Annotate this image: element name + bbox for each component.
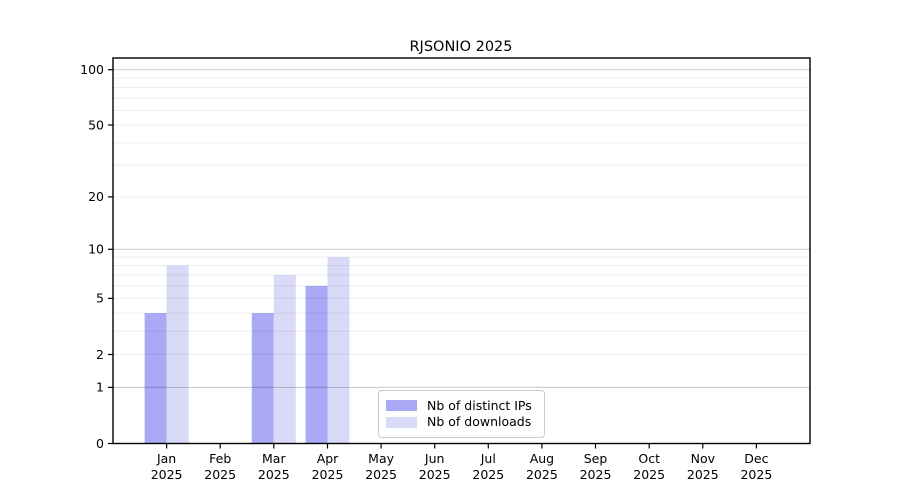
y-tick-label: 100 xyxy=(80,62,104,77)
y-tick-label: 5 xyxy=(96,291,104,306)
legend-label-downloads: Nb of downloads xyxy=(427,414,532,429)
legend-item-distinct-ips: Nb of distinct IPs xyxy=(386,397,544,413)
bar-distinct-ips-jan xyxy=(144,313,167,444)
legend-item-downloads: Nb of downloads xyxy=(386,414,544,429)
x-tick-label: Nov 2025 xyxy=(687,451,719,482)
bar-downloads-mar xyxy=(273,275,296,444)
y-tick-label: 1 xyxy=(96,380,104,395)
legend: Nb of distinct IPs Nb of downloads xyxy=(378,390,545,438)
x-tick-label: Apr 2025 xyxy=(312,451,344,482)
y-tick-label: 10 xyxy=(88,242,104,257)
chart-title: RJSONIO 2025 xyxy=(409,39,512,55)
bar-downloads-apr xyxy=(327,257,350,444)
y-tick-label: 20 xyxy=(88,189,104,204)
x-tick-label: Dec 2025 xyxy=(740,451,772,482)
legend-label-distinct-ips: Nb of distinct IPs xyxy=(427,397,532,413)
x-tick-label: Sep 2025 xyxy=(580,451,612,482)
bar-downloads-jan xyxy=(166,265,189,444)
x-tick-label: Aug 2025 xyxy=(526,451,558,482)
x-tick-label: Mar 2025 xyxy=(258,451,290,482)
bar-distinct-ips-mar xyxy=(251,313,274,444)
legend-swatch-downloads xyxy=(386,416,417,428)
y-tick-label: 50 xyxy=(88,117,104,132)
axes-frame xyxy=(112,57,811,445)
legend-swatch-distinct-ips xyxy=(386,400,417,412)
x-tick-label: Jul 2025 xyxy=(472,451,504,482)
x-tick-label: Jun 2025 xyxy=(419,451,451,482)
x-tick-label: Oct 2025 xyxy=(633,451,665,482)
bar-distinct-ips-apr xyxy=(305,285,328,444)
x-tick-label: May 2025 xyxy=(365,451,397,482)
y-tick-label: 0 xyxy=(96,436,104,451)
x-tick-label: Feb 2025 xyxy=(204,451,236,482)
x-tick-label: Jan 2025 xyxy=(151,451,183,482)
y-tick-label: 2 xyxy=(96,347,104,362)
